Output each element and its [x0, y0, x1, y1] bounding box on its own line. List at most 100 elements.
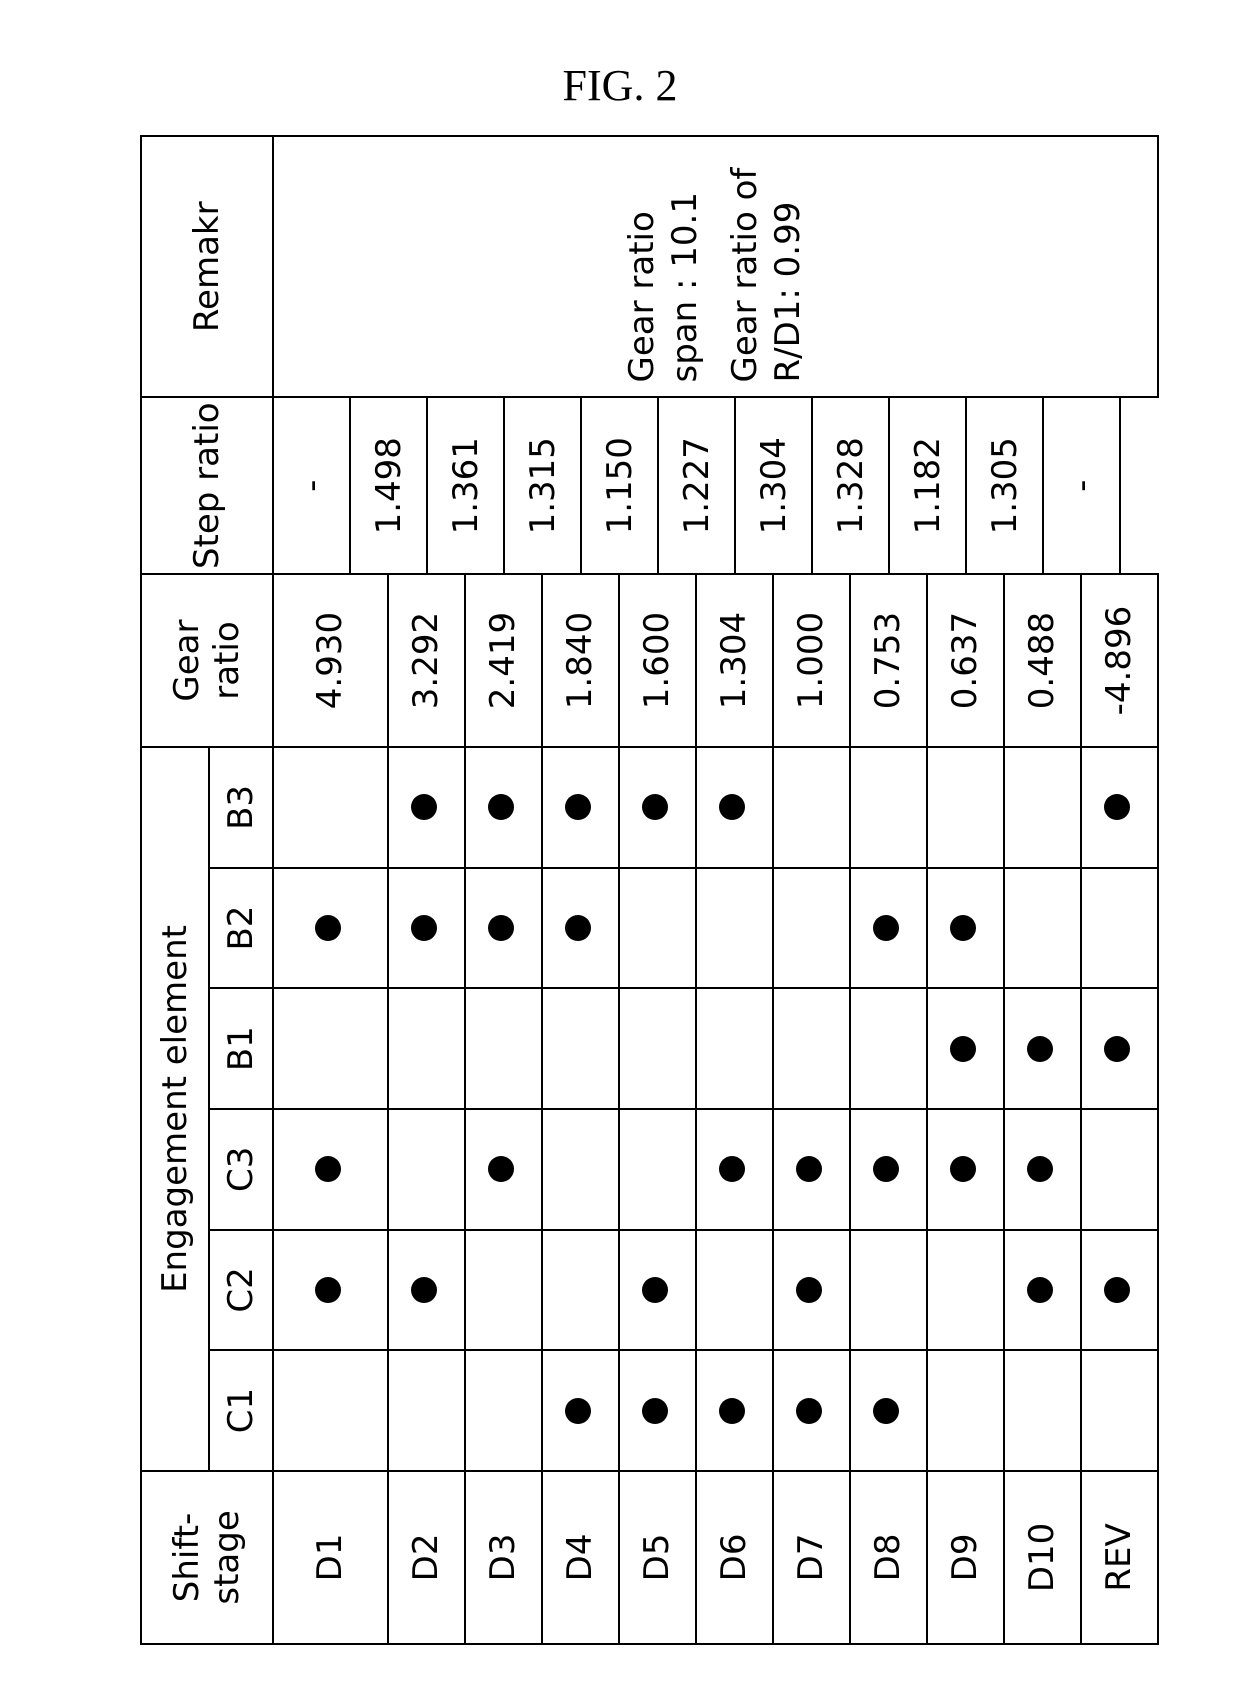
eng-cell: [619, 1350, 696, 1471]
eng-cell: [1081, 1230, 1158, 1351]
eng-cell: [465, 1230, 542, 1351]
eng-cell: [927, 1230, 1004, 1351]
gear-ratio-cell: 0.637: [927, 574, 1004, 747]
step-ratio-cell: 1.227: [658, 397, 735, 573]
stage-cell: REV: [1081, 1471, 1158, 1644]
eng-cell: [542, 988, 619, 1109]
stage-cell: D7: [773, 1471, 850, 1644]
stage-cell: D9: [927, 1471, 1004, 1644]
eng-cell: [388, 868, 465, 989]
dot-icon: [950, 1156, 976, 1182]
eng-cell: [1081, 1350, 1158, 1471]
eng-cell: [465, 988, 542, 1109]
eng-cell: [773, 988, 850, 1109]
hdr-c3: C3: [209, 1109, 273, 1230]
figure-title: FIG. 2: [0, 60, 1240, 111]
gear-ratio-cell: -4.896: [1081, 574, 1158, 747]
eng-cell: [927, 988, 1004, 1109]
step-ratio-cell: 1.305: [966, 397, 1043, 573]
dot-icon: [719, 1156, 745, 1182]
eng-cell: [465, 1109, 542, 1230]
dot-icon: [1027, 1156, 1053, 1182]
gear-ratio-cell: 2.419: [465, 574, 542, 747]
dot-icon: [796, 1277, 822, 1303]
dot-icon: [873, 1398, 899, 1424]
step-ratio-cell: -: [1043, 397, 1120, 573]
dot-icon: [642, 1398, 668, 1424]
step-ratio-cell: 1.498: [350, 397, 427, 573]
dot-icon: [411, 794, 437, 820]
eng-cell: [273, 1230, 388, 1351]
dot-icon: [565, 915, 591, 941]
eng-cell: [1081, 1109, 1158, 1230]
eng-cell: [273, 747, 388, 868]
eng-cell: [388, 1230, 465, 1351]
hdr-b1: B1: [209, 988, 273, 1109]
eng-cell: [619, 868, 696, 989]
dot-icon: [642, 794, 668, 820]
stage-cell: D6: [696, 1471, 773, 1644]
hdr-b3: B3: [209, 747, 273, 868]
dot-icon: [315, 1277, 341, 1303]
eng-cell: [273, 868, 388, 989]
eng-cell: [619, 988, 696, 1109]
eng-cell: [388, 1109, 465, 1230]
eng-cell: [542, 1350, 619, 1471]
stage-cell: D3: [465, 1471, 542, 1644]
eng-cell: [773, 1230, 850, 1351]
eng-cell: [1081, 747, 1158, 868]
hdr-c1: C1: [209, 1350, 273, 1471]
dot-icon: [315, 915, 341, 941]
eng-cell: [619, 1109, 696, 1230]
dot-icon: [488, 1156, 514, 1182]
hdr-remark: Remakr: [141, 136, 273, 397]
gear-ratio-cell: 0.488: [1004, 574, 1081, 747]
hdr-engagement: Engagement element: [141, 747, 209, 1471]
eng-cell: [773, 1350, 850, 1471]
dot-icon: [1104, 794, 1130, 820]
stage-cell: D1: [273, 1471, 388, 1644]
dot-icon: [1104, 1036, 1130, 1062]
hdr-b2: B2: [209, 868, 273, 989]
eng-cell: [1004, 1109, 1081, 1230]
eng-cell: [542, 868, 619, 989]
eng-cell: [465, 747, 542, 868]
eng-cell: [927, 1109, 1004, 1230]
table-row: D1 4.930 - Gear ratiospan : 10.1Gear rat…: [273, 136, 350, 1644]
eng-cell: [927, 868, 1004, 989]
eng-cell: [696, 747, 773, 868]
dot-icon: [488, 794, 514, 820]
remark-line: span : 10.1: [664, 168, 707, 383]
stage-cell: D5: [619, 1471, 696, 1644]
header-row-1: Shift-stage Engagement element Gear rati…: [141, 136, 209, 1644]
step-ratio-cell: 1.328: [812, 397, 889, 573]
eng-cell: [773, 868, 850, 989]
gear-ratio-cell: 1.600: [619, 574, 696, 747]
eng-cell: [850, 747, 927, 868]
eng-cell: [542, 1109, 619, 1230]
eng-cell: [1081, 868, 1158, 989]
eng-cell: [1004, 868, 1081, 989]
stage-cell: D4: [542, 1471, 619, 1644]
eng-cell: [1004, 747, 1081, 868]
eng-cell: [927, 747, 1004, 868]
eng-cell: [1004, 988, 1081, 1109]
eng-cell: [273, 988, 388, 1109]
step-ratio-cell: 1.315: [504, 397, 581, 573]
dot-icon: [488, 915, 514, 941]
stage-cell: D8: [850, 1471, 927, 1644]
eng-cell: [1004, 1230, 1081, 1351]
eng-cell: [927, 1350, 1004, 1471]
eng-cell: [273, 1109, 388, 1230]
dot-icon: [642, 1277, 668, 1303]
eng-cell: [465, 868, 542, 989]
eng-cell: [465, 1350, 542, 1471]
eng-cell: [273, 1350, 388, 1471]
step-ratio-cell: 1.150: [581, 397, 658, 573]
eng-cell: [850, 1109, 927, 1230]
dot-icon: [1027, 1277, 1053, 1303]
eng-cell: [1004, 1350, 1081, 1471]
remark-line: Gear ratio: [621, 168, 664, 383]
eng-cell: [1081, 988, 1158, 1109]
dot-icon: [719, 1398, 745, 1424]
